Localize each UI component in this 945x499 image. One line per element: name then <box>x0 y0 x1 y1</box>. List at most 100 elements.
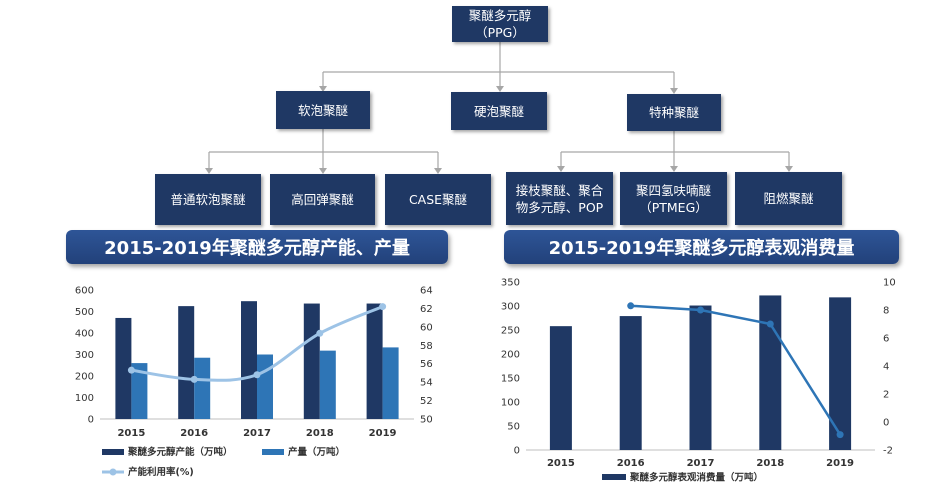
x-tick-label: 2018 <box>756 458 784 469</box>
utilization-point <box>316 329 324 337</box>
y2-tick-label: 62 <box>420 304 433 315</box>
y-tick-label: 200 <box>501 350 520 361</box>
utilization-point <box>190 375 198 383</box>
growth-line <box>630 304 842 436</box>
legend-swatch-capacity <box>102 449 124 455</box>
consumption-bar <box>829 297 852 450</box>
growth-point <box>697 306 704 314</box>
chart2-title: 2015-2019年聚醚多元醇表观消费量 <box>548 238 855 259</box>
y2-tick-label: 52 <box>420 396 433 407</box>
tree-node-label: 特种聚醚 <box>648 105 699 120</box>
y-tick-label: 0 <box>514 446 520 457</box>
y2-tick-label: 54 <box>420 378 433 389</box>
y2-tick-label: 64 <box>420 286 433 297</box>
legend-label-utilization: 产能利用率(%) <box>128 466 194 478</box>
output-bar <box>257 354 273 419</box>
x-tick-label: 2015 <box>117 428 145 439</box>
y2-tick-label: 56 <box>420 359 433 370</box>
legend-label-output: 产量（万吨） <box>288 446 345 458</box>
x-tick-label: 2017 <box>687 458 715 469</box>
y2-tick-label: 60 <box>420 322 433 333</box>
tree-node-special: 特种聚醚 <box>627 94 721 131</box>
legend-swatch-output <box>262 449 284 455</box>
tree-node-label-line1: 接枝聚醚、聚合 <box>515 182 604 198</box>
utilization-point <box>379 303 387 311</box>
tree-root-abbr: （PPG） <box>475 25 525 40</box>
consumption-bar <box>689 305 712 450</box>
y2-tick-label: 50 <box>420 415 433 426</box>
x-tick-label: 2016 <box>617 458 645 469</box>
tree-node-case: CASE聚醚 <box>385 174 491 225</box>
tree-node-high-resilience: 高回弹聚醚 <box>270 174 375 225</box>
growth-point <box>836 431 844 439</box>
legend-marker-utilization <box>109 468 117 476</box>
x-tick-label: 2016 <box>180 428 208 439</box>
chart2-title-banner: 2015-2019年聚醚多元醇表观消费量 <box>504 230 899 264</box>
capacity-bar <box>241 301 257 419</box>
capacity-bar <box>303 303 320 419</box>
growth-point <box>766 320 774 328</box>
tree-node-label: CASE聚醚 <box>408 192 468 207</box>
y-tick-label: 400 <box>75 329 94 340</box>
y-tick-label: 300 <box>75 350 94 361</box>
tree-connectors <box>205 42 793 174</box>
tree-node-rigid-foam: 硬泡聚醚 <box>451 92 547 130</box>
y-tick-label: 600 <box>75 286 94 297</box>
chart1-title-banner: 2015-2019年聚醚多元醇产能、产量 <box>66 230 448 264</box>
output-bar <box>131 363 148 419</box>
tree-node-ordinary-soft: 普通软泡聚醚 <box>155 174 261 225</box>
consumption-bar <box>759 295 782 450</box>
y-tick-label: 250 <box>501 326 520 337</box>
utilization-point <box>127 366 135 374</box>
y2-tick-label: 10 <box>883 278 896 289</box>
y-tick-label: 200 <box>75 372 94 383</box>
x-tick-label: 2017 <box>243 428 271 439</box>
legend-label-consumption: 聚醚多元醇表观消费量（万吨） <box>629 472 763 484</box>
legend-label-capacity: 聚醚多元醇产能（万吨） <box>127 446 233 458</box>
y2-tick-label: -2 <box>883 446 893 457</box>
y-tick-label: 350 <box>501 278 520 289</box>
apparent-consumption-chart: 0 50 100 150 200 250 300 350 -2 0 2 4 6 8 10 2015 2016 20… <box>501 278 896 484</box>
tree-node-label: 阻燃聚醚 <box>763 191 814 206</box>
consumption-bar <box>549 326 572 450</box>
y-tick-label: 0 <box>88 415 94 426</box>
x-tick-label: 2018 <box>306 428 334 439</box>
tree-node-label-line2: 物多元醇、POP <box>515 199 604 215</box>
x-tick-label: 2019 <box>369 428 397 439</box>
tree-node-soft-foam: 软泡聚醚 <box>276 91 370 129</box>
capacity-bar <box>115 317 132 419</box>
tree-node-label: 软泡聚醚 <box>297 102 348 118</box>
tree-node-label: 高回弹聚醚 <box>291 192 354 207</box>
growth-point <box>627 302 635 310</box>
output-bar <box>382 347 399 419</box>
output-bar <box>194 357 211 419</box>
capacity-bar <box>366 303 383 419</box>
tree-root-name: 聚醚多元醇 <box>468 8 532 23</box>
y-tick-label: 50 <box>507 422 520 433</box>
tree-node-flame-retardant: 阻燃聚醚 <box>735 172 842 225</box>
y2-tick-label: 6 <box>883 334 889 345</box>
x-tick-label: 2019 <box>826 458 854 469</box>
y2-tick-label: 8 <box>883 306 889 317</box>
y-tick-label: 150 <box>501 374 520 385</box>
y2-tick-label: 0 <box>883 418 889 429</box>
tree-node-graft-polyether: 接枝聚醚、聚合 物多元醇、POP <box>506 172 613 225</box>
y-tick-label: 500 <box>75 307 94 318</box>
legend-swatch-consumption <box>602 474 626 480</box>
capacity-bar <box>178 306 195 419</box>
tree-node-ptmeg: 聚四氢呋喃醚 （PTMEG） <box>620 172 727 225</box>
tree-node-label-line1: 聚四氢呋喃醚 <box>635 182 711 198</box>
tree-node-label-line2: （PTMEG） <box>639 199 708 215</box>
tree-node-label: 硬泡聚醚 <box>473 103 524 119</box>
y2-tick-label: 4 <box>883 362 889 373</box>
y-tick-label: 100 <box>501 398 520 409</box>
y2-tick-label: 58 <box>420 341 433 352</box>
tree-node-label: 普通软泡聚醚 <box>170 192 246 207</box>
y2-tick-label: 2 <box>883 390 889 401</box>
utilization-point <box>253 371 261 379</box>
x-tick-label: 2015 <box>547 458 575 469</box>
tree-root-node: 聚醚多元醇 （PPG） <box>452 6 548 42</box>
consumption-bar <box>619 316 642 450</box>
y-tick-label: 300 <box>501 302 520 313</box>
y-tick-label: 100 <box>75 393 94 404</box>
